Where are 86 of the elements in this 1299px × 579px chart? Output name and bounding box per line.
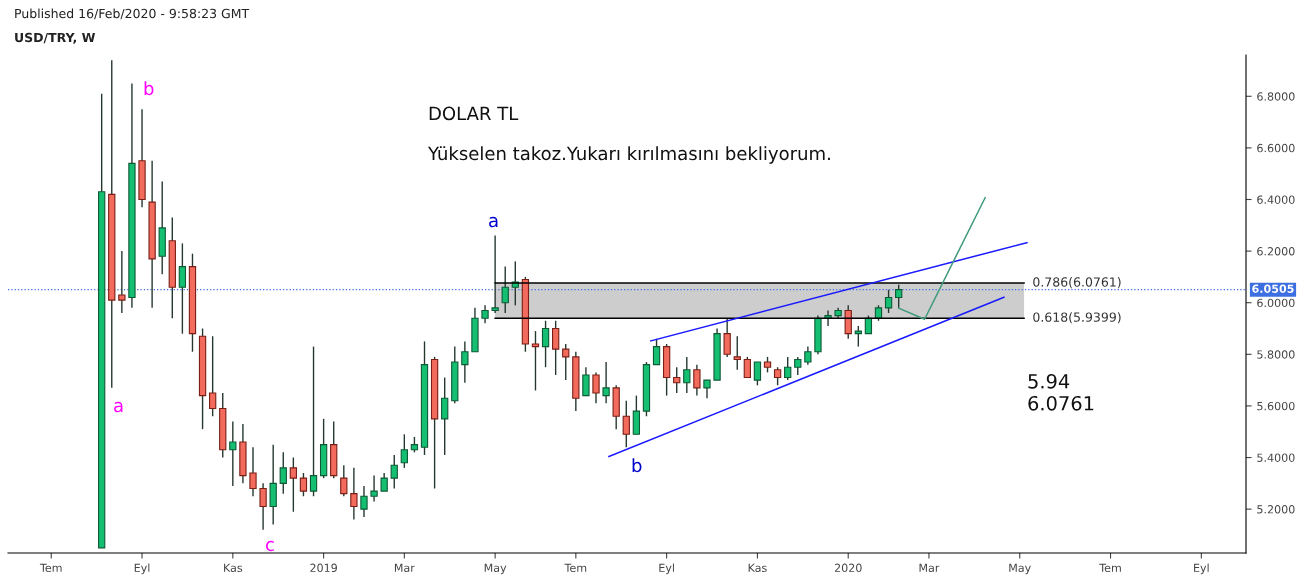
- candlestick: [784, 356, 792, 381]
- x-tick-label: Mar: [919, 563, 940, 573]
- annotation: a: [489, 216, 498, 228]
- candlestick: [602, 361, 610, 405]
- candlestick: [531, 330, 540, 392]
- y-tick-label: 6.4000: [1257, 195, 1295, 204]
- annotation: 0.618(5.9399): [1033, 312, 1121, 324]
- y-tick-label: 5.8000: [1257, 350, 1295, 359]
- candlestick: [541, 320, 550, 368]
- candlestick: [208, 335, 217, 417]
- annotation: b: [632, 458, 642, 473]
- candlestick: [299, 472, 308, 497]
- candlestick: [804, 345, 812, 366]
- candlestick: [884, 289, 893, 314]
- y-tick-label: 6.8000: [1257, 92, 1295, 101]
- candlestick: [340, 464, 348, 497]
- x-tick-label: Eyl: [659, 563, 674, 575]
- candlestick: [552, 320, 560, 376]
- annotation: 5.94: [1028, 373, 1070, 389]
- candlestick: [370, 474, 378, 503]
- chart-subtitle: Published 16/Feb/2020 - 9:58:23 GMT: [15, 8, 250, 20]
- candlestick: [118, 250, 126, 314]
- annotation: DOLAR TL: [429, 106, 519, 121]
- candlestick: [491, 234, 499, 314]
- x-tick-label: Kas: [224, 563, 243, 573]
- candlestick: [622, 400, 630, 448]
- candlestick: [461, 340, 469, 384]
- x-tick-label: 2020: [834, 563, 862, 573]
- candlestick: [703, 379, 711, 399]
- candlestick: [693, 363, 701, 397]
- annotation: 6.0761: [1028, 395, 1094, 411]
- candlestick: [229, 420, 237, 487]
- y-tick-label: 6.6000: [1257, 143, 1295, 153]
- candlestick: [400, 433, 408, 469]
- candlestick: [380, 472, 388, 492]
- x-tick-label: Eyl: [1194, 563, 1209, 575]
- x-tick-label: Mar: [394, 563, 415, 573]
- candlestick: [733, 335, 741, 371]
- candlestick: [773, 366, 782, 386]
- candlestick: [360, 485, 368, 518]
- candlestick: [441, 376, 449, 456]
- candlestick: [854, 325, 862, 348]
- annotation: 0.786(6.0761): [1033, 277, 1121, 289]
- candlestick: [390, 454, 398, 490]
- candlestick: [249, 446, 257, 497]
- annotation: b: [144, 81, 154, 96]
- candlestick: [481, 304, 489, 325]
- annotation: c: [266, 540, 274, 552]
- ref-line-label: 6.0505: [1252, 284, 1294, 293]
- candlestick: [683, 356, 691, 394]
- y-tick-label: 5.4000: [1257, 453, 1295, 462]
- candlestick: [350, 467, 358, 521]
- candlestick: [289, 456, 298, 513]
- x-tick-label: May: [484, 563, 507, 575]
- chart-title: USD/TRY, W: [15, 32, 96, 44]
- candlestick: [501, 265, 509, 314]
- candlestick: [632, 394, 641, 436]
- candlestick: [259, 482, 267, 531]
- annotation: a: [114, 401, 123, 413]
- candlestick: [592, 371, 600, 405]
- y-tick-label: 5.2000: [1257, 505, 1295, 514]
- candlestick: [269, 443, 277, 526]
- x-tick-label: Tem: [564, 563, 587, 573]
- candlestick: [652, 338, 661, 366]
- x-tick-label: May: [1009, 563, 1031, 575]
- x-tick-label: Eyl: [134, 563, 150, 575]
- candlestick: [753, 361, 762, 386]
- x-tick-label: Tem: [39, 563, 62, 573]
- candlestick: [743, 356, 751, 379]
- y-tick-label: 6.0000: [1257, 298, 1295, 308]
- x-tick-label: Kas: [748, 563, 767, 573]
- candlestick: [794, 356, 802, 376]
- candlestick: [309, 345, 318, 497]
- candlestick: [279, 451, 287, 495]
- candlestick: [178, 242, 187, 335]
- x-tick-label: Tem: [1099, 563, 1121, 573]
- candlestick: [673, 366, 681, 394]
- candlestick: [582, 366, 590, 397]
- annotation: Yükselen takoz.Yukarı kırılmasını bekliyorum.: [427, 146, 830, 164]
- candlestick: [723, 317, 731, 358]
- candlestick: [844, 304, 852, 340]
- candlestick: [562, 343, 570, 381]
- y-tick-label: 5.6000: [1257, 401, 1295, 411]
- y-tick-label: 6.2000: [1257, 247, 1295, 256]
- x-tick-label: 2019: [310, 563, 337, 573]
- candlestick: [895, 283, 903, 309]
